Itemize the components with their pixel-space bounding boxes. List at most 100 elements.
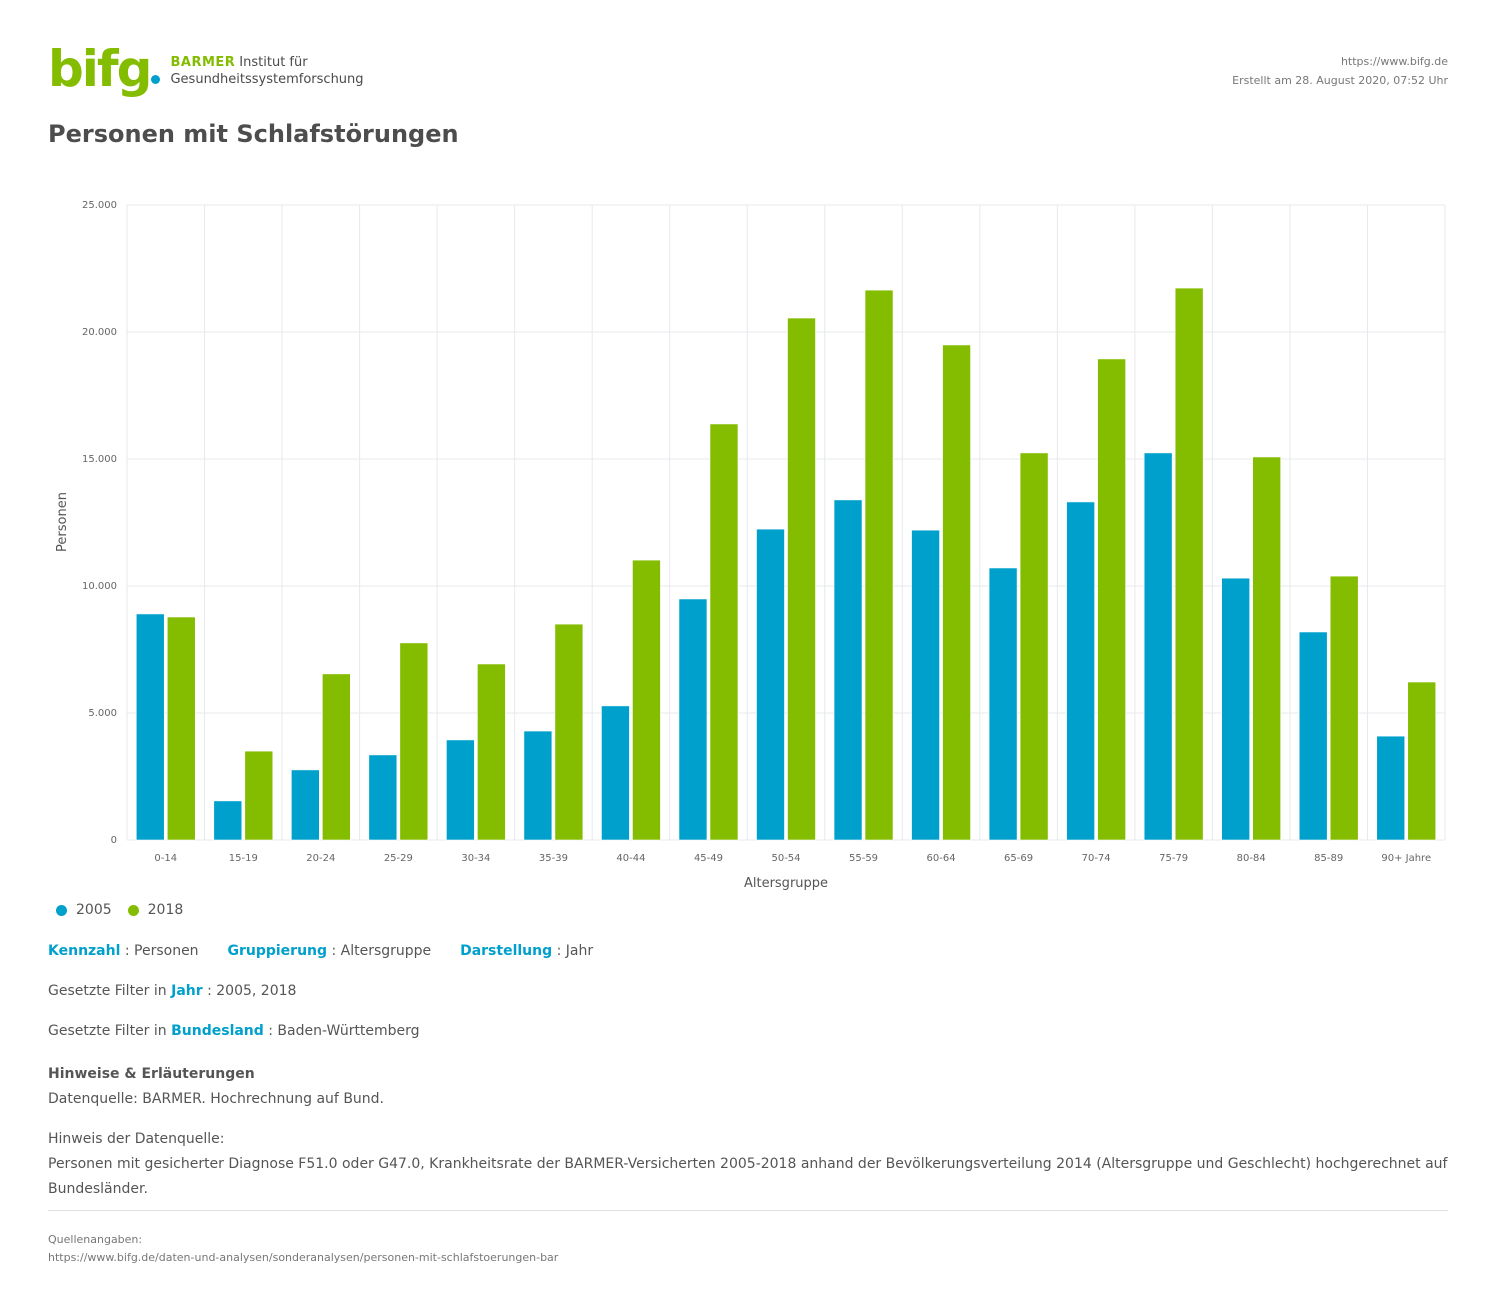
logo-line1: Institut für — [239, 55, 308, 70]
bar-2018-30-34[interactable] — [477, 663, 506, 841]
bar-2018-45-49[interactable] — [709, 423, 739, 841]
bar-2018-60-64[interactable] — [942, 344, 971, 841]
bar-2005-0-14[interactable] — [135, 613, 165, 841]
chart-settings: Kennzahl : Personen Gruppierung : Alters… — [48, 943, 593, 959]
kennzahl-key: Kennzahl — [48, 943, 121, 959]
footer: Quellenangaben: https://www.bifg.de/date… — [48, 1231, 558, 1267]
legend-dot-2005-icon — [56, 904, 67, 916]
legend-item-2018[interactable]: 2018 — [127, 902, 184, 918]
gruppierung-key: Gruppierung — [227, 943, 328, 959]
notes-hint-title: Hinweis der Datenquelle: — [48, 1131, 225, 1147]
y-tick-label: 0 — [111, 835, 117, 846]
bar-2018-20-24[interactable] — [322, 673, 351, 841]
bifg-logo[interactable]: bifg BARMER Institut für Gesundheitssyste… — [48, 44, 364, 94]
filter-prefix: Gesetzte Filter in — [48, 1023, 172, 1039]
grid-lines — [126, 204, 1446, 841]
x-axis-ticks: 0-14 15-19 20-24 25-29 30-34 35-39 40-44 45-49 5… — [154, 853, 1431, 864]
x-tick-label: 45-49 — [694, 853, 723, 864]
filter-prefix: Gesetzte Filter in — [48, 983, 172, 999]
bar-2018-90+ Jahre[interactable] — [1407, 681, 1437, 841]
y-tick-label: 10.000 — [82, 581, 117, 592]
filter-land-value: : Baden-Württemberg — [263, 1023, 420, 1039]
x-tick-label: 85-89 — [1314, 853, 1343, 864]
bar-2018-80-84[interactable] — [1252, 456, 1281, 841]
bar-2018-75-79[interactable] — [1174, 287, 1204, 841]
page-title: Personen mit Schlafstörungen — [48, 120, 459, 148]
bar-2005-90+ Jahre[interactable] — [1376, 735, 1406, 841]
x-axis-title: Altersgruppe — [744, 876, 828, 891]
legend-item-2005[interactable]: 2005 — [56, 902, 112, 918]
notes-hint-text: Personen mit gesicherter Diagnose F51.0 … — [48, 1156, 1448, 1197]
x-tick-label: 20-24 — [306, 853, 335, 864]
bar-2005-35-39[interactable] — [523, 730, 553, 841]
logo-line2: Gesundheitssystemforschung — [170, 72, 364, 87]
y-tick-label: 15.000 — [82, 454, 117, 465]
x-tick-label: 55-59 — [849, 853, 878, 864]
bar-2005-80-84[interactable] — [1221, 577, 1250, 841]
filter-bundesland: Gesetzte Filter in Bundesland : Baden-Wü… — [48, 1023, 420, 1039]
bar-2005-25-29[interactable] — [368, 754, 398, 841]
bar-2005-55-59[interactable] — [833, 499, 863, 841]
bar-2005-50-54[interactable] — [756, 528, 785, 841]
bar-2005-15-19[interactable] — [213, 800, 243, 841]
legend-label-2005: 2005 — [76, 902, 112, 918]
bar-2005-85-89[interactable] — [1298, 631, 1328, 841]
footer-label: Quellenangaben: — [48, 1233, 143, 1246]
bar-2005-20-24[interactable] — [291, 769, 320, 841]
header-meta: https://www.bifg.de Erstellt am 28. Augu… — [1232, 52, 1448, 90]
notes-source: Datenquelle: BARMER. Hochrechnung auf Bu… — [48, 1091, 384, 1107]
bar-chart: 0 5.000 10.000 15.000 20.000 25.000 0-14 15-19… — [55, 200, 1446, 891]
bar-2005-65-69[interactable] — [988, 567, 1018, 841]
filter-land-key: Bundesland — [171, 1023, 264, 1039]
x-tick-label: 70-74 — [1082, 853, 1111, 864]
y-tick-label: 5.000 — [88, 708, 117, 719]
bar-2005-75-79[interactable] — [1143, 452, 1173, 841]
x-tick-label: 40-44 — [616, 853, 645, 864]
darstellung-value: : Jahr — [552, 943, 594, 959]
kennzahl-value: : Personen — [120, 943, 199, 959]
logo-dot-icon — [151, 75, 161, 84]
gruppierung-value: : Altersgruppe — [327, 943, 432, 959]
notes-section: Hinweise & Erläuterungen Datenquelle: BA… — [48, 1062, 1448, 1202]
x-tick-label: 60-64 — [927, 853, 956, 864]
bar-2018-40-44[interactable] — [632, 559, 661, 841]
bar-2018-85-89[interactable] — [1329, 575, 1359, 841]
x-tick-label: 75-79 — [1159, 853, 1188, 864]
legend-label-2018: 2018 — [147, 902, 184, 918]
bar-2005-70-74[interactable] — [1066, 501, 1095, 841]
bar-2005-45-49[interactable] — [678, 598, 708, 841]
x-tick-label: 65-69 — [1004, 853, 1033, 864]
bars — [135, 287, 1437, 841]
bar-2018-15-19[interactable] — [244, 750, 274, 841]
legend-dot-2018-icon — [127, 904, 139, 916]
x-tick-label: 35-39 — [539, 853, 568, 864]
bar-2018-0-14[interactable] — [166, 616, 196, 841]
x-tick-label: 50-54 — [771, 853, 800, 864]
chart-legend: 2005 2018 — [56, 902, 199, 918]
y-axis-title: Personen — [55, 492, 70, 552]
x-tick-label: 90+ Jahre — [1381, 853, 1431, 864]
x-tick-label: 15-19 — [229, 853, 258, 864]
filter-jahr-value: : 2005, 2018 — [202, 983, 297, 999]
x-tick-label: 25-29 — [384, 853, 413, 864]
y-tick-label: 25.000 — [82, 200, 117, 211]
bar-2018-50-54[interactable] — [787, 317, 816, 841]
bar-2018-65-69[interactable] — [1019, 452, 1049, 841]
bar-2018-35-39[interactable] — [554, 623, 584, 841]
logo-mark: bifg — [48, 40, 152, 98]
darstellung-key: Darstellung — [460, 943, 553, 959]
bar-2018-25-29[interactable] — [399, 642, 429, 841]
logo-brand: BARMER — [170, 55, 236, 70]
bar-2005-30-34[interactable] — [446, 739, 475, 841]
filter-jahr-key: Jahr — [171, 983, 203, 999]
footer-url[interactable]: https://www.bifg.de/daten-und-analysen/s… — [48, 1251, 559, 1264]
y-tick-label: 20.000 — [82, 327, 117, 338]
bar-2018-55-59[interactable] — [864, 289, 894, 841]
site-url[interactable]: https://www.bifg.de — [1340, 55, 1448, 68]
bar-2005-40-44[interactable] — [601, 705, 630, 841]
bar-2018-70-74[interactable] — [1097, 358, 1126, 841]
logo-text: BARMER Institut für Gesundheitssystemfors… — [170, 54, 363, 88]
notes-title: Hinweise & Erläuterungen — [48, 1066, 255, 1082]
bar-2005-60-64[interactable] — [911, 529, 940, 841]
x-tick-label: 0-14 — [154, 853, 177, 864]
